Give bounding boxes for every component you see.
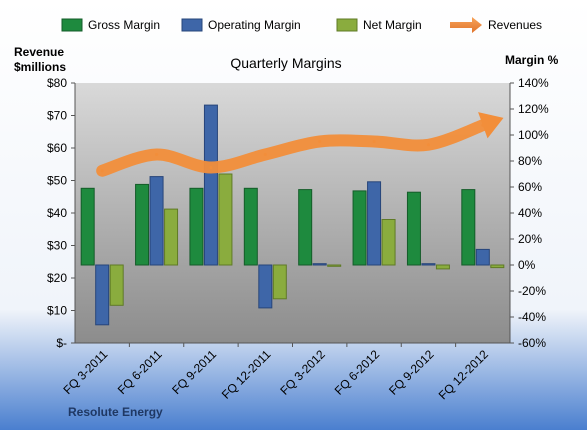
- legend-swatch-gross-margin: [61, 18, 83, 32]
- legend-arrow-revenues: [450, 17, 482, 33]
- bar-operating-margin: [258, 264, 273, 309]
- right-axis-title: Margin %: [505, 53, 559, 67]
- right-tick-label: -40%: [518, 310, 546, 324]
- left-tick-label: $50: [47, 174, 67, 188]
- revenue-line: [96, 112, 504, 177]
- legend-swatch-net-margin: [336, 18, 358, 32]
- right-tick-label: 40%: [518, 206, 542, 220]
- bar-operating-margin: [312, 263, 327, 266]
- bar-net-margin: [272, 264, 287, 300]
- bar-operating-margin: [367, 181, 382, 266]
- revenue-point: [372, 140, 376, 143]
- left-tick-label: $40: [47, 206, 67, 220]
- left-tick-label: $70: [47, 109, 67, 123]
- bar-gross-margin: [243, 187, 258, 266]
- revenue-arrowhead: [478, 112, 504, 139]
- bar-operating-margin: [149, 176, 164, 266]
- right-tick-label: -60%: [518, 336, 546, 350]
- bar-net-margin: [109, 264, 124, 306]
- revenue-point: [263, 153, 267, 156]
- left-tick-label: $-: [56, 336, 67, 350]
- legend-swatch-operating-margin: [181, 18, 203, 32]
- revenue-line-path: [96, 119, 489, 177]
- right-tick-label: 60%: [518, 180, 542, 194]
- bar-net-margin: [218, 173, 233, 266]
- right-tick-label: 0%: [518, 258, 536, 272]
- left-tick-label: $80: [47, 76, 67, 90]
- bar-net-margin: [381, 219, 396, 266]
- bar-gross-margin: [406, 191, 421, 266]
- right-tick-label: 80%: [518, 154, 542, 168]
- right-tick-label: 140%: [518, 76, 549, 90]
- bar-series: [80, 104, 505, 326]
- left-tick-label: $60: [47, 141, 67, 155]
- chart-title: Quarterly Margins: [230, 55, 341, 71]
- bar-net-margin: [435, 264, 450, 270]
- bar-gross-margin: [461, 189, 476, 266]
- revenue-point: [481, 123, 485, 127]
- right-tick-label: 100%: [518, 128, 549, 142]
- revenue-point: [318, 140, 322, 143]
- legend-label-operating-margin: Operating Margin: [208, 18, 301, 32]
- left-axis-title-line2: $millions: [14, 60, 66, 74]
- revenue-point: [100, 169, 104, 173]
- revenue-point: [209, 166, 213, 169]
- bar-operating-margin: [421, 263, 436, 266]
- right-tick-label: -20%: [518, 284, 546, 298]
- bar-gross-margin: [80, 187, 95, 266]
- bar-operating-margin: [203, 104, 218, 266]
- bar-gross-margin: [352, 190, 367, 266]
- bar-net-margin: [164, 208, 179, 266]
- right-tick-label: 120%: [518, 102, 549, 116]
- legend-label-revenues: Revenues: [488, 18, 542, 32]
- bar-gross-margin: [298, 189, 313, 266]
- bar-gross-margin: [189, 187, 204, 266]
- revenue-point: [426, 143, 430, 147]
- bar-operating-margin: [95, 264, 110, 326]
- legend: Gross Margin Operating Margin Net Margin…: [61, 17, 542, 33]
- bar-gross-margin: [135, 183, 150, 266]
- bar-operating-margin: [475, 248, 490, 266]
- chart-footer: Resolute Energy: [68, 405, 163, 419]
- axes: $- $10 $20 $30 $40 $50 $60 $70 $80 -60% -40% -20% 0%…: [47, 76, 549, 350]
- legend-label-net-margin: Net Margin: [363, 18, 422, 32]
- left-tick-label: $20: [47, 271, 67, 285]
- revenue-point: [155, 153, 159, 156]
- right-tick-label: 20%: [518, 232, 542, 246]
- bar-net-margin: [490, 264, 505, 269]
- legend-label-gross-margin: Gross Margin: [88, 18, 160, 32]
- left-tick-label: $30: [47, 239, 67, 253]
- left-axis-title-line1: Revenue: [14, 45, 64, 59]
- bar-net-margin: [327, 264, 342, 267]
- left-tick-label: $10: [47, 304, 67, 318]
